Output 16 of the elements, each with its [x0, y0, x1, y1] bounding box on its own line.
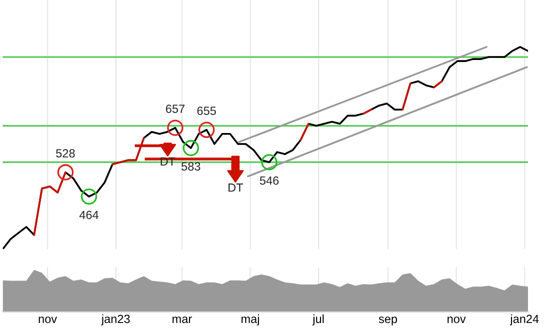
annotation: 655 — [197, 106, 216, 115]
annotation: 657 — [166, 104, 184, 113]
x-tick-label: jul — [312, 314, 324, 326]
x-tick-label: nov — [38, 316, 58, 324]
x-tick-label: nov — [448, 316, 466, 324]
annotation: 583 — [182, 162, 200, 171]
annotation: DT — [160, 157, 176, 166]
x-tick-label: jan24 — [510, 314, 539, 326]
annotation: 546 — [260, 176, 279, 185]
annotation: 528 — [56, 149, 75, 158]
x-tick-label: sep — [378, 316, 398, 326]
x-tick-label: maj — [242, 314, 259, 326]
annotation: DT — [228, 184, 244, 192]
x-tick-label: jan23 — [101, 314, 130, 326]
annotation: 464 — [79, 210, 98, 220]
x-tick-label: mar — [172, 316, 192, 324]
